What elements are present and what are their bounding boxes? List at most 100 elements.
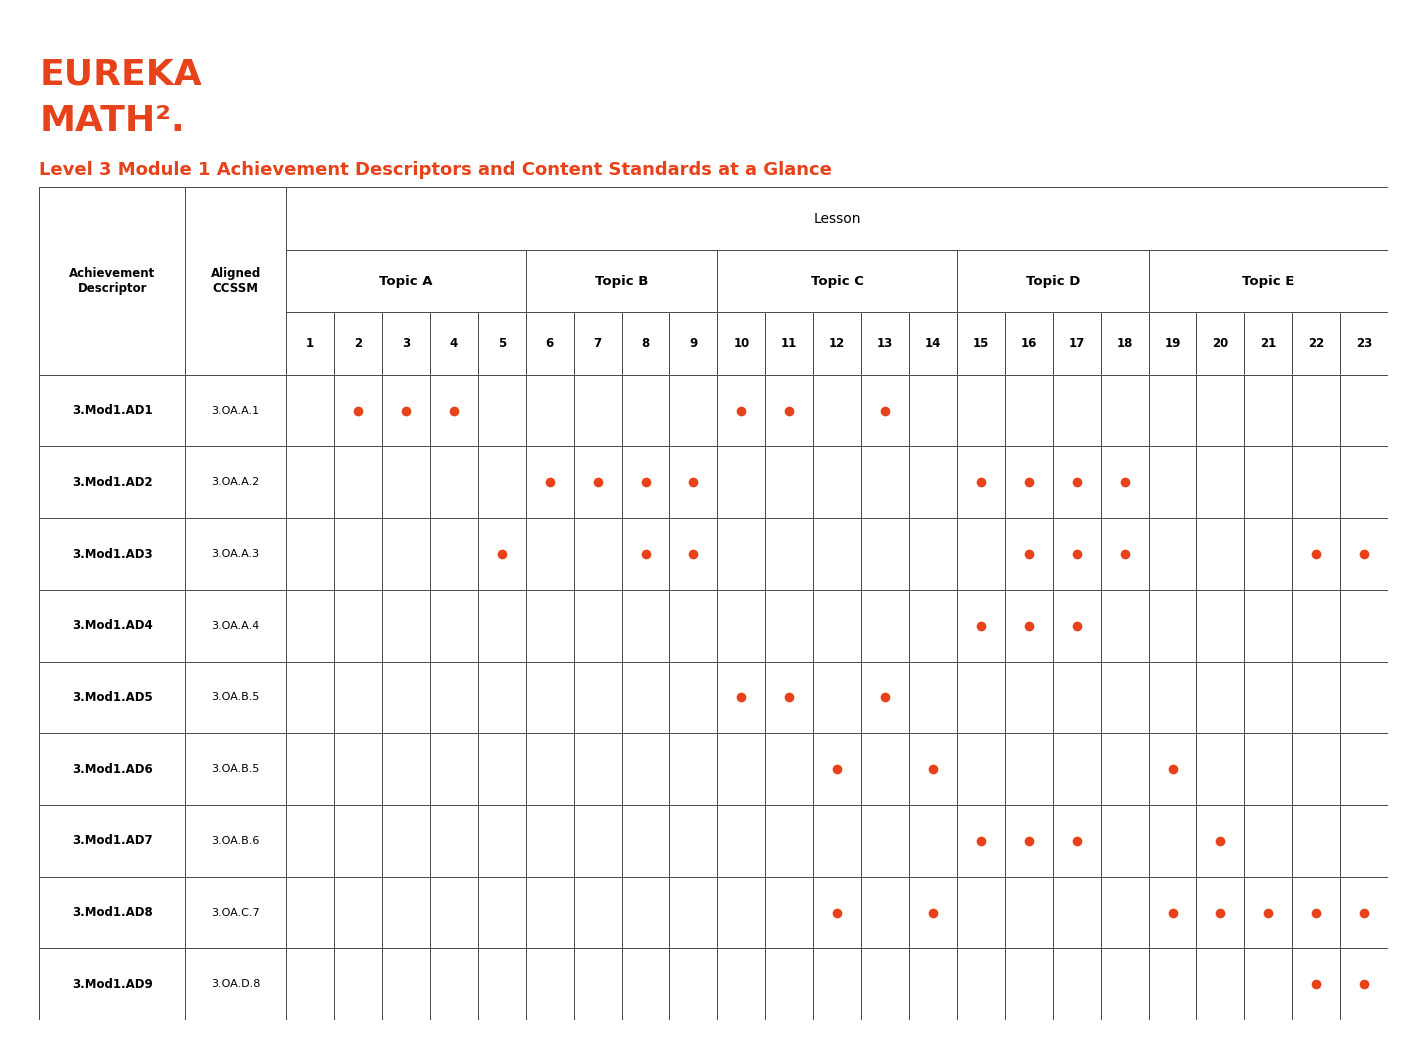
FancyBboxPatch shape — [334, 948, 382, 1020]
Text: 16: 16 — [1020, 337, 1037, 350]
FancyBboxPatch shape — [525, 375, 573, 447]
FancyBboxPatch shape — [621, 518, 669, 590]
FancyBboxPatch shape — [430, 662, 478, 733]
FancyBboxPatch shape — [1052, 590, 1100, 662]
FancyBboxPatch shape — [525, 877, 573, 948]
Text: 3.Mod1.AD8: 3.Mod1.AD8 — [72, 906, 153, 919]
FancyBboxPatch shape — [525, 518, 573, 590]
Text: 8: 8 — [642, 337, 649, 350]
FancyBboxPatch shape — [430, 733, 478, 805]
FancyBboxPatch shape — [382, 447, 430, 518]
Text: Lesson: Lesson — [813, 211, 861, 226]
FancyBboxPatch shape — [1197, 805, 1245, 877]
FancyBboxPatch shape — [1100, 312, 1148, 375]
FancyBboxPatch shape — [718, 877, 766, 948]
FancyBboxPatch shape — [766, 312, 813, 375]
FancyBboxPatch shape — [382, 877, 430, 948]
FancyBboxPatch shape — [669, 662, 718, 733]
FancyBboxPatch shape — [287, 948, 334, 1020]
FancyBboxPatch shape — [1293, 312, 1340, 375]
FancyBboxPatch shape — [957, 250, 1148, 312]
Text: 14: 14 — [924, 337, 941, 350]
Text: 22: 22 — [1308, 337, 1325, 350]
FancyBboxPatch shape — [478, 447, 525, 518]
Text: 3.Mod1.AD1: 3.Mod1.AD1 — [72, 404, 153, 417]
FancyBboxPatch shape — [39, 662, 185, 733]
Text: 5: 5 — [497, 337, 506, 350]
FancyBboxPatch shape — [861, 590, 909, 662]
FancyBboxPatch shape — [1100, 877, 1148, 948]
FancyBboxPatch shape — [718, 312, 766, 375]
FancyBboxPatch shape — [621, 312, 669, 375]
FancyBboxPatch shape — [1005, 447, 1052, 518]
FancyBboxPatch shape — [287, 733, 334, 805]
FancyBboxPatch shape — [1245, 518, 1293, 590]
Text: 12: 12 — [829, 337, 846, 350]
FancyBboxPatch shape — [813, 312, 861, 375]
FancyBboxPatch shape — [334, 590, 382, 662]
FancyBboxPatch shape — [1052, 877, 1100, 948]
FancyBboxPatch shape — [909, 447, 957, 518]
Text: 21: 21 — [1260, 337, 1277, 350]
Text: 3.OA.A.3: 3.OA.A.3 — [212, 549, 260, 559]
FancyBboxPatch shape — [1197, 948, 1245, 1020]
FancyBboxPatch shape — [909, 948, 957, 1020]
FancyBboxPatch shape — [1197, 877, 1245, 948]
FancyBboxPatch shape — [1100, 447, 1148, 518]
FancyBboxPatch shape — [39, 590, 185, 662]
FancyBboxPatch shape — [382, 590, 430, 662]
FancyBboxPatch shape — [478, 877, 525, 948]
Text: 10: 10 — [733, 337, 749, 350]
FancyBboxPatch shape — [1100, 805, 1148, 877]
FancyBboxPatch shape — [957, 447, 1005, 518]
FancyBboxPatch shape — [185, 447, 287, 518]
FancyBboxPatch shape — [39, 877, 185, 948]
FancyBboxPatch shape — [813, 948, 861, 1020]
FancyBboxPatch shape — [957, 518, 1005, 590]
FancyBboxPatch shape — [957, 733, 1005, 805]
FancyBboxPatch shape — [430, 805, 478, 877]
FancyBboxPatch shape — [1340, 590, 1388, 662]
FancyBboxPatch shape — [909, 312, 957, 375]
Text: 3.Mod1.AD9: 3.Mod1.AD9 — [72, 977, 153, 991]
Text: 19: 19 — [1165, 337, 1180, 350]
FancyBboxPatch shape — [1340, 733, 1388, 805]
Text: 3: 3 — [402, 337, 410, 350]
FancyBboxPatch shape — [525, 805, 573, 877]
FancyBboxPatch shape — [1100, 733, 1148, 805]
Text: 6: 6 — [545, 337, 554, 350]
FancyBboxPatch shape — [1293, 805, 1340, 877]
FancyBboxPatch shape — [1100, 662, 1148, 733]
Text: 17: 17 — [1069, 337, 1085, 350]
FancyBboxPatch shape — [382, 518, 430, 590]
Text: 3.OA.B.6: 3.OA.B.6 — [211, 836, 260, 846]
FancyBboxPatch shape — [766, 805, 813, 877]
FancyBboxPatch shape — [287, 590, 334, 662]
FancyBboxPatch shape — [1148, 590, 1197, 662]
Text: 3.OA.B.5: 3.OA.B.5 — [211, 764, 260, 775]
FancyBboxPatch shape — [525, 250, 718, 312]
FancyBboxPatch shape — [1197, 590, 1245, 662]
FancyBboxPatch shape — [621, 948, 669, 1020]
FancyBboxPatch shape — [478, 590, 525, 662]
FancyBboxPatch shape — [1293, 733, 1340, 805]
FancyBboxPatch shape — [1245, 948, 1293, 1020]
Text: 23: 23 — [1356, 337, 1373, 350]
FancyBboxPatch shape — [861, 948, 909, 1020]
FancyBboxPatch shape — [621, 662, 669, 733]
FancyBboxPatch shape — [478, 662, 525, 733]
FancyBboxPatch shape — [909, 662, 957, 733]
Text: 15: 15 — [972, 337, 989, 350]
FancyBboxPatch shape — [621, 447, 669, 518]
Text: 7: 7 — [593, 337, 601, 350]
FancyBboxPatch shape — [573, 312, 621, 375]
FancyBboxPatch shape — [813, 375, 861, 447]
FancyBboxPatch shape — [1293, 375, 1340, 447]
FancyBboxPatch shape — [766, 948, 813, 1020]
FancyBboxPatch shape — [185, 948, 287, 1020]
FancyBboxPatch shape — [1148, 662, 1197, 733]
FancyBboxPatch shape — [766, 518, 813, 590]
FancyBboxPatch shape — [621, 805, 669, 877]
FancyBboxPatch shape — [1340, 948, 1388, 1020]
FancyBboxPatch shape — [382, 662, 430, 733]
